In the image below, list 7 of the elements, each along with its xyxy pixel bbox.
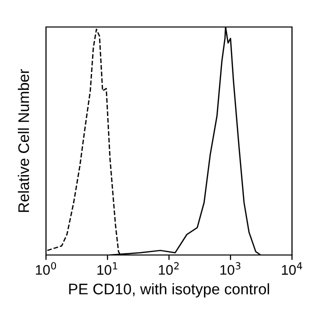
x-tick-label: 10$^{1}$: [97, 262, 118, 275]
x-tick-label: 10$^{4}$: [282, 262, 302, 275]
x-tick-label: 10$^{0}$: [36, 262, 56, 275]
y-axis-title: Relative Cell Number: [18, 69, 30, 212]
x-axis-title: PE CD10, with isotype control: [69, 283, 270, 298]
x-tick-label: 10$^{3}$: [220, 262, 240, 275]
x-tick-label: 10$^{2}$: [158, 262, 179, 275]
